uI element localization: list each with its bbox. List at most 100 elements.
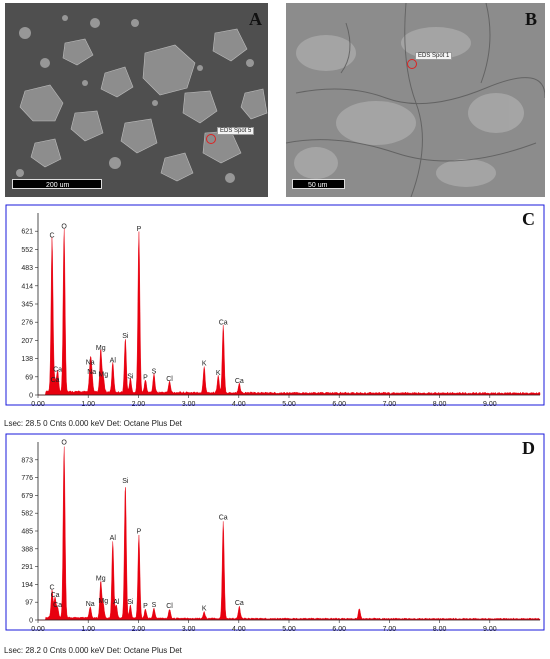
peak-label-si: Si bbox=[122, 333, 129, 340]
x-tick-label: 3.00 bbox=[182, 626, 196, 633]
y-tick-label: 776 bbox=[21, 475, 33, 482]
eds-spot-label-b: EDS Spot 1 bbox=[415, 52, 453, 60]
spectrum-series bbox=[38, 228, 541, 396]
y-tick-label: 207 bbox=[21, 338, 33, 345]
peak-label-p: P bbox=[143, 374, 148, 381]
x-tick-label: 5.00 bbox=[282, 626, 296, 633]
eds-spot-label-a: EDS Spot 5 bbox=[217, 127, 255, 135]
peak-label-ca: Ca bbox=[235, 600, 244, 607]
peak-label-al: Al bbox=[113, 599, 120, 606]
y-tick-label: 582 bbox=[21, 511, 33, 518]
y-tick-label: 679 bbox=[21, 493, 33, 500]
peak-label-mg: Mg bbox=[98, 598, 108, 605]
scale-bar-label-b: 50 um bbox=[308, 182, 328, 189]
eds-spot-marker-b[interactable] bbox=[407, 59, 417, 69]
peak-label-c: C bbox=[50, 233, 55, 240]
chart-frame bbox=[5, 433, 545, 631]
spectrum-d-svg: 0 97 194 291 388 485 582 679 776 873 0.00 1.00 2.00 3… bbox=[5, 433, 545, 633]
spectrum-series bbox=[38, 446, 541, 621]
panel-letter-b: B bbox=[525, 9, 538, 29]
y-tick-label: 552 bbox=[21, 247, 33, 254]
y-tick-label: 97 bbox=[25, 600, 33, 607]
peak-label-mg: Mg bbox=[96, 345, 106, 352]
chart-frame bbox=[5, 204, 545, 406]
sem-image-b: B EDS Spot 1 50 um bbox=[286, 3, 545, 197]
peak-label-ca: Ca bbox=[219, 515, 228, 522]
peak-label-al: Al bbox=[110, 357, 117, 364]
peak-label-k: K bbox=[202, 361, 207, 368]
sem-texture-b bbox=[286, 3, 545, 197]
peak-label-si: Si bbox=[127, 373, 134, 380]
peak-label-p: P bbox=[137, 529, 142, 536]
y-tick-label: 414 bbox=[21, 283, 33, 290]
panel-letter-d: D bbox=[522, 438, 535, 458]
scale-bar-a: 200 um bbox=[12, 179, 102, 189]
x-tick-label: 6.00 bbox=[332, 401, 346, 408]
x-tick-label: 4.00 bbox=[232, 626, 246, 633]
x-tick-label: 6.00 bbox=[332, 626, 346, 633]
sem-texture-a bbox=[5, 3, 268, 197]
peak-label-si: Si bbox=[127, 599, 134, 606]
peak-label-s: S bbox=[152, 602, 157, 609]
y-tick-label: 485 bbox=[21, 529, 33, 536]
x-tick-label: 1.00 bbox=[81, 626, 95, 633]
x-tick-label: 3.00 bbox=[182, 401, 196, 408]
peak-label-o: O bbox=[61, 440, 67, 447]
x-tick-label: 7.00 bbox=[383, 401, 397, 408]
peak-label-k: K bbox=[216, 370, 221, 377]
peak-label-c: C bbox=[50, 584, 55, 591]
y-tick-label: 873 bbox=[21, 457, 33, 464]
spectrum-c-svg: 0 69 138 207 276 345 414 483 552 621 0.00 1.00 2.00 3… bbox=[5, 204, 545, 408]
y-tick-label: 194 bbox=[21, 582, 33, 589]
panel-letter-c: C bbox=[522, 209, 535, 229]
x-tick-label: 8.00 bbox=[433, 626, 447, 633]
x-tick-label: 9.00 bbox=[483, 626, 497, 633]
x-tick-label: 7.00 bbox=[383, 626, 397, 633]
peak-label-ca: Ca bbox=[51, 592, 60, 599]
peak-label-p: P bbox=[143, 603, 148, 610]
peak-label-ca: Ca bbox=[53, 366, 62, 373]
y-tick-label: 291 bbox=[21, 564, 33, 571]
peak-label-ca: Ca bbox=[53, 602, 62, 609]
peak-label-o: O bbox=[61, 223, 67, 230]
eds-spectrum-d: 0 97 194 291 388 485 582 679 776 873 0.00 1.00 2.00 3… bbox=[0, 432, 550, 643]
peak-label-mg: Mg bbox=[96, 575, 106, 582]
status-line-d: Lsec: 28.2 0 Cnts 0.000 keV Det: Octane … bbox=[4, 646, 182, 655]
status-line-c: Lsec: 28.5 0 Cnts 0.000 keV Det: Octane … bbox=[4, 419, 182, 428]
x-tick-label: 2.00 bbox=[132, 626, 146, 633]
peak-label-ca: Ca bbox=[235, 378, 244, 385]
peak-label-na: Na bbox=[87, 369, 96, 376]
eds-spot-marker-a[interactable] bbox=[206, 134, 216, 144]
peak-label-mg: Mg bbox=[98, 372, 108, 379]
peak-label-k: K bbox=[202, 606, 207, 613]
x-tick-label: 0.00 bbox=[31, 626, 45, 633]
x-tick-label: 2.00 bbox=[132, 401, 146, 408]
y-tick-label: 388 bbox=[21, 546, 33, 553]
peak-label-ca: Ca bbox=[219, 320, 228, 327]
panel-letter-a: A bbox=[249, 9, 262, 29]
y-tick-label: 0 bbox=[29, 618, 33, 625]
x-tick-label: 4.00 bbox=[232, 401, 246, 408]
y-tick-label: 276 bbox=[21, 320, 33, 327]
y-tick-label: 69 bbox=[25, 374, 33, 381]
y-tick-label: 483 bbox=[21, 265, 33, 272]
y-tick-label: 621 bbox=[21, 229, 33, 236]
peak-label-na: Na bbox=[86, 359, 95, 366]
x-tick-label: 8.00 bbox=[433, 401, 447, 408]
x-tick-label: 5.00 bbox=[282, 401, 296, 408]
eds-spectrum-c: 0 69 138 207 276 345 414 483 552 621 0.00 1.00 2.00 3… bbox=[0, 203, 550, 418]
peak-label-p: P bbox=[137, 226, 142, 233]
peak-label-al: Al bbox=[110, 535, 117, 542]
peak-label-ca: Ca bbox=[51, 377, 60, 384]
peak-label-s: S bbox=[152, 369, 157, 376]
peak-label-na: Na bbox=[86, 601, 95, 608]
scale-bar-label-a: 200 um bbox=[46, 182, 70, 189]
x-tick-label: 9.00 bbox=[483, 401, 497, 408]
scale-bar-b: 50 um bbox=[292, 179, 345, 189]
peak-label-cl: Cl bbox=[166, 603, 173, 610]
x-tick-label: 0.00 bbox=[31, 401, 45, 408]
sem-image-a: A EDS Spot 5 200 um bbox=[5, 3, 268, 197]
y-tick-label: 345 bbox=[21, 302, 33, 309]
peak-label-si: Si bbox=[122, 478, 129, 485]
x-tick-label: 1.00 bbox=[81, 401, 95, 408]
